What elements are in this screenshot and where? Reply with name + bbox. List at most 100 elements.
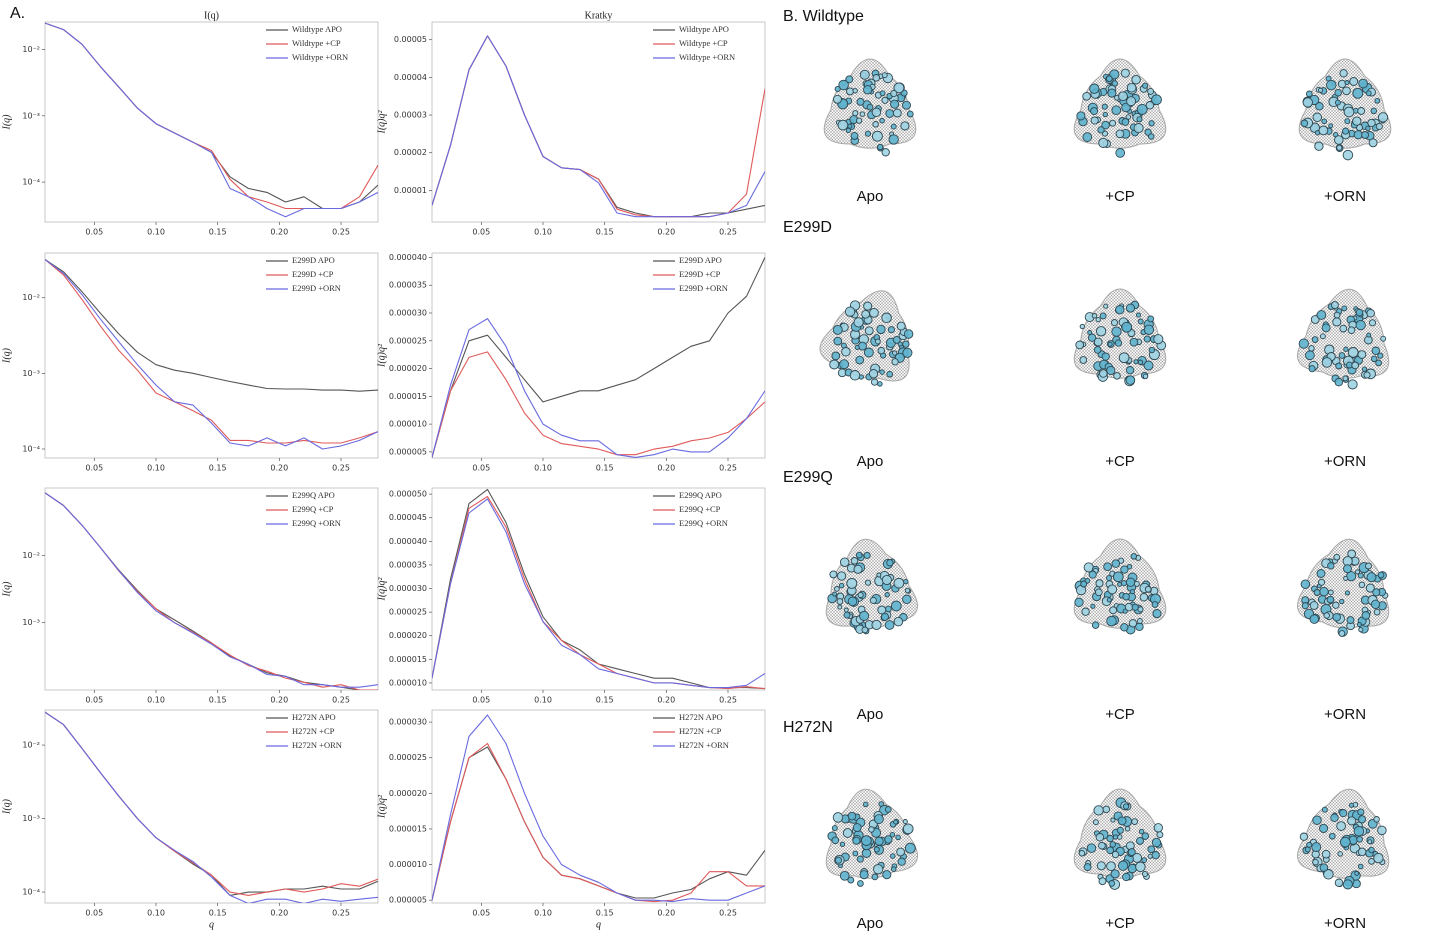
protein-residue: [1312, 815, 1322, 825]
protein-residue: [1121, 102, 1131, 113]
series-line: [432, 498, 765, 689]
protein-residue: [886, 559, 894, 567]
protein-residue: [1153, 334, 1164, 345]
protein-residue: [888, 134, 899, 145]
protein-residue: [1107, 584, 1118, 595]
protein-residue: [1313, 589, 1321, 596]
protein-residue: [1361, 131, 1370, 139]
protein-residue: [1326, 79, 1337, 91]
protein-residue: [1361, 611, 1371, 620]
protein-residue: [881, 72, 888, 79]
protein-residue: [1138, 828, 1145, 835]
protein-residue: [1319, 333, 1326, 340]
protein-residue: [1365, 90, 1372, 97]
protein-residue: [1115, 305, 1125, 315]
row-label: E299Q: [783, 469, 833, 486]
protein-residue: [1332, 317, 1342, 327]
series-line: [45, 711, 378, 903]
row-label: E299D: [783, 219, 832, 236]
protein-residue: [837, 119, 849, 131]
protein-residue: [1142, 82, 1149, 89]
protein-residue: [1148, 120, 1155, 127]
envelope-mesh: [1297, 539, 1389, 629]
x-tick-label: 0.25: [332, 228, 350, 237]
protein-residue: [1115, 148, 1126, 158]
panel-label: A.: [10, 5, 25, 22]
protein-residue: [882, 870, 892, 880]
protein-residue: [1126, 82, 1137, 93]
protein-residue: [1375, 122, 1383, 130]
y-axis-label: I(q): [1, 581, 12, 598]
x-tick-label: 0.10: [147, 464, 165, 473]
protein-residue: [881, 574, 892, 586]
series-line: [45, 22, 378, 210]
protein-residue: [1106, 834, 1114, 843]
protein-residue: [1311, 336, 1319, 343]
x-axis-label: q: [209, 919, 214, 930]
x-tick-label: 0.25: [332, 464, 350, 473]
protein-residue: [849, 370, 861, 381]
y-tick-label: 0.000045: [389, 513, 427, 522]
protein-residue: [1095, 316, 1101, 323]
protein-residue: [1356, 622, 1362, 628]
protein-residue: [854, 344, 860, 350]
series-line: [432, 35, 765, 218]
protein-residue: [1107, 88, 1117, 98]
x-tick-label: 0.20: [270, 696, 288, 705]
legend-label: Wildtype +CP: [679, 38, 728, 48]
caption: +ORN: [1324, 188, 1366, 205]
protein-residue: [1375, 359, 1382, 367]
x-tick-label: 0.15: [596, 909, 614, 918]
protein-residue: [1115, 129, 1125, 139]
protein-residue: [1357, 350, 1367, 359]
protein-residue: [897, 857, 906, 866]
x-tick-label: 0.15: [209, 696, 227, 705]
protein-residue: [1125, 577, 1136, 587]
protein-residue: [1327, 562, 1335, 570]
protein-residue: [836, 571, 847, 581]
protein-residue: [1309, 614, 1320, 624]
envelope: [1297, 788, 1390, 890]
series-line: [45, 492, 378, 688]
protein-residue: [1109, 69, 1120, 80]
protein-residue: [1357, 572, 1364, 579]
x-tick-label: 0.25: [719, 696, 737, 705]
protein-residue: [877, 381, 883, 387]
protein-residue: [832, 812, 844, 823]
protein-residue: [1347, 379, 1358, 390]
row-label: H272N: [783, 719, 833, 736]
protein-residue: [1305, 90, 1313, 98]
protein-residue: [1110, 869, 1120, 879]
protein-residue: [1095, 833, 1105, 842]
protein-residue: [1354, 870, 1360, 876]
protein-residue: [852, 88, 858, 94]
protein-residue: [1330, 301, 1339, 310]
protein-residue: [1374, 97, 1381, 104]
y-tick-label: 0.00004: [394, 73, 427, 82]
protein-residue: [1368, 319, 1377, 327]
protein-residue: [885, 605, 892, 613]
protein-residue: [1347, 326, 1356, 335]
protein-residue: [857, 591, 864, 599]
protein-residue: [1300, 119, 1309, 128]
protein-residue: [1343, 106, 1355, 118]
envelope-mesh: [1297, 789, 1389, 879]
envelope: [823, 58, 917, 157]
protein-residue: [1333, 553, 1341, 561]
protein-residue: [861, 835, 872, 846]
protein-residue: [1087, 330, 1093, 335]
protein-residue: [1116, 826, 1124, 834]
protein-residue: [1328, 832, 1336, 840]
protein-residue: [1298, 338, 1309, 349]
protein-residue: [1368, 846, 1375, 854]
protein-residue: [1332, 601, 1340, 609]
protein-residue: [1106, 846, 1115, 855]
protein-residue: [1316, 310, 1327, 320]
x-tick-label: 0.10: [147, 228, 165, 237]
protein-residue: [1125, 375, 1136, 385]
protein-residue: [902, 594, 912, 605]
legend-label: H272N APO: [679, 712, 723, 722]
protein-residue: [1319, 863, 1329, 872]
protein-residue: [872, 74, 881, 82]
y-tick-label: 0.000015: [389, 824, 427, 833]
